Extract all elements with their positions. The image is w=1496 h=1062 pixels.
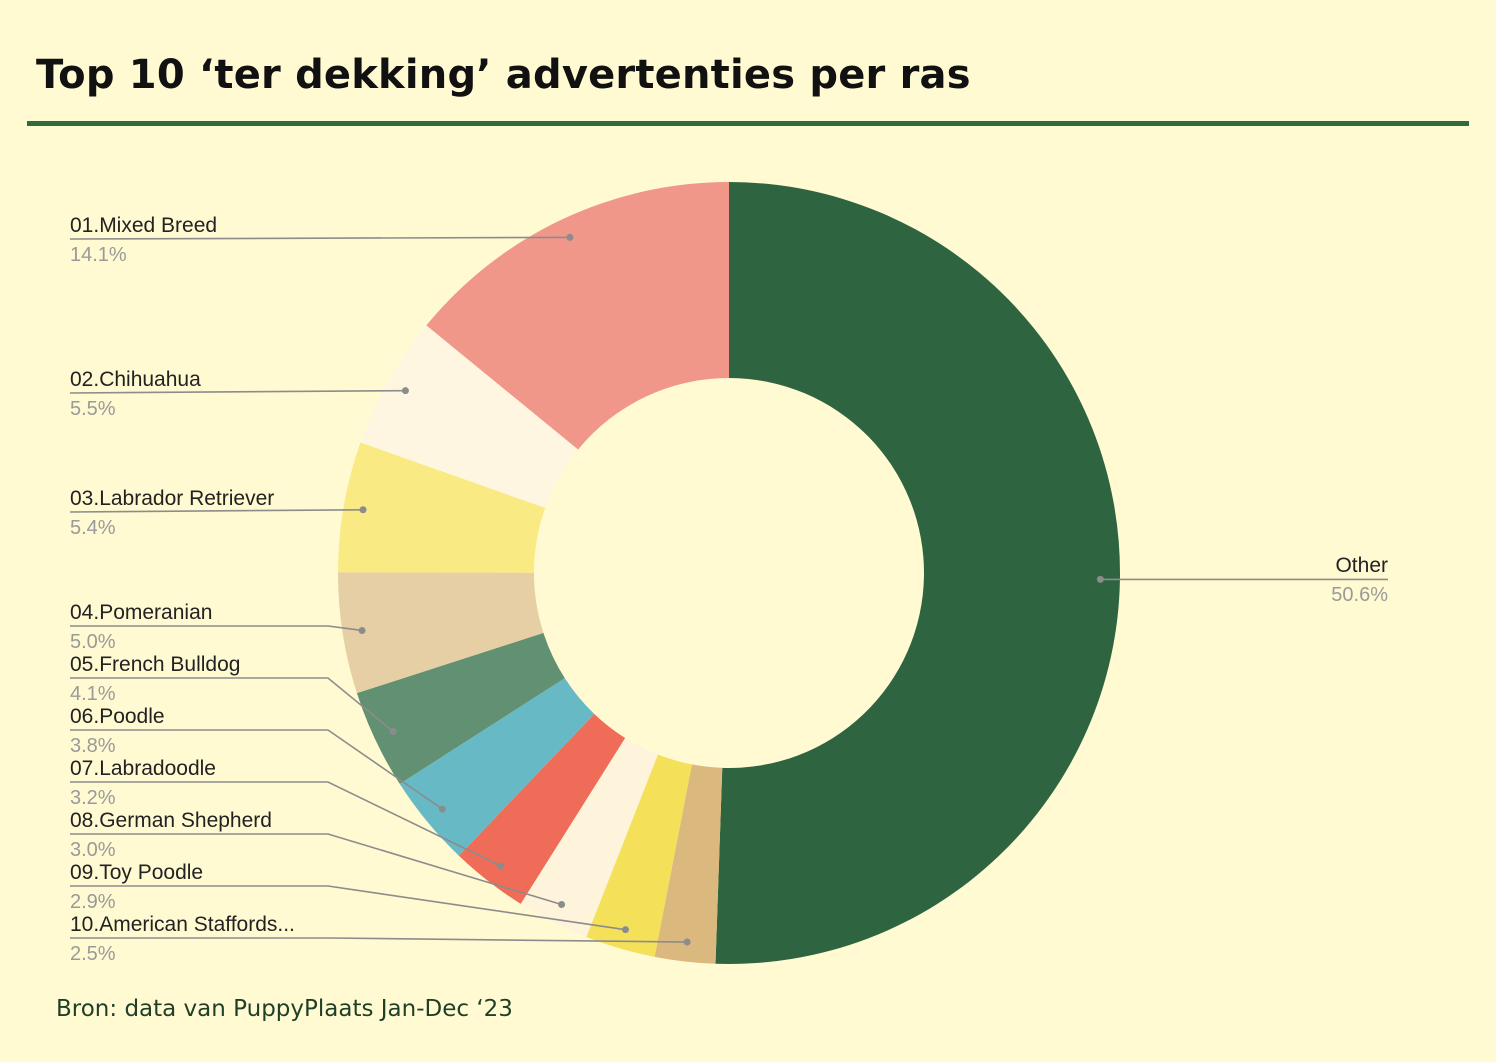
- slice-french-bulldog: [356, 632, 565, 784]
- slice-mixed-breed-value: 14.1%: [70, 244, 127, 266]
- slice-german-shepherd-value: 3.0%: [70, 839, 116, 861]
- slice-toy-poodle: [586, 754, 692, 957]
- slice-chihuahua: [360, 325, 579, 508]
- slice-toy-poodle-leader: [70, 885, 626, 931]
- slice-pomeranian-label: 04.Pomeranian: [70, 601, 212, 624]
- slice-german-shepherd: [520, 738, 658, 938]
- slice-toy-poodle-label: 09.Toy Poodle: [70, 861, 203, 884]
- slice-poodle-leader: [70, 729, 443, 810]
- slice-labradoodle-leader: [70, 781, 501, 867]
- slice-labradoodle: [458, 713, 626, 904]
- title-divider: [27, 121, 1469, 126]
- slice-french-bulldog-value: 4.1%: [70, 683, 116, 705]
- slice-other-value: 50.6%: [1331, 584, 1388, 606]
- slice-labrador-retriever-leader: [69, 508, 364, 513]
- slice-chihuahua-leader: [69, 389, 406, 394]
- slice-american-staffords-leader: [70, 937, 688, 943]
- slice-labels: Other 50.6% 10.American Staffords... 2.5% 09…: [70, 214, 1388, 965]
- slice-mixed-breed-label: 01.Mixed Breed: [70, 214, 217, 237]
- slice-toy-poodle-value: 2.9%: [70, 891, 116, 913]
- leader-lines: [69, 233, 1388, 946]
- source-note: Bron: data van PuppyPlaats Jan-Dec ‘23: [56, 996, 513, 1022]
- slice-labradoodle-value: 3.2%: [70, 787, 116, 809]
- slice-american-staffords: [654, 764, 723, 964]
- slice-mixed-breed: [426, 182, 729, 450]
- slice-other: [715, 182, 1120, 964]
- slice-labradoodle-label: 07.Labradoodle: [70, 757, 216, 780]
- chart-title: Top 10 ‘ter dekking’ advertenties per ra…: [36, 52, 971, 98]
- slice-american-staffords-value: 2.5%: [70, 943, 116, 965]
- slice-american-staffords-label: 10.American Staffords...: [70, 913, 295, 936]
- slice-chihuahua-label: 02.Chihuahua: [70, 368, 201, 391]
- slice-pomeranian-leader: [70, 625, 363, 632]
- slice-french-bulldog-leader: [70, 677, 394, 733]
- slice-poodle-value: 3.8%: [70, 735, 116, 757]
- slice-pomeranian: [338, 572, 544, 694]
- slice-pomeranian-value: 5.0%: [70, 631, 116, 653]
- slice-french-bulldog-label: 05.French Bulldog: [70, 653, 240, 676]
- donut-slices: [338, 182, 1120, 964]
- slice-german-shepherd-label: 08.German Shepherd: [70, 809, 272, 832]
- slice-labrador-retriever-label: 03.Labrador Retriever: [70, 487, 274, 510]
- slice-labrador-retriever-value: 5.4%: [70, 517, 116, 539]
- slice-chihuahua-value: 5.5%: [70, 398, 116, 420]
- slice-german-shepherd-leader: [70, 833, 562, 906]
- slice-labrador-retriever: [338, 442, 546, 573]
- slice-other-label: Other: [1335, 554, 1388, 577]
- slice-poodle-label: 06.Poodle: [70, 705, 165, 728]
- slice-poodle: [399, 678, 595, 856]
- slice-mixed-breed-leader: [69, 236, 570, 240]
